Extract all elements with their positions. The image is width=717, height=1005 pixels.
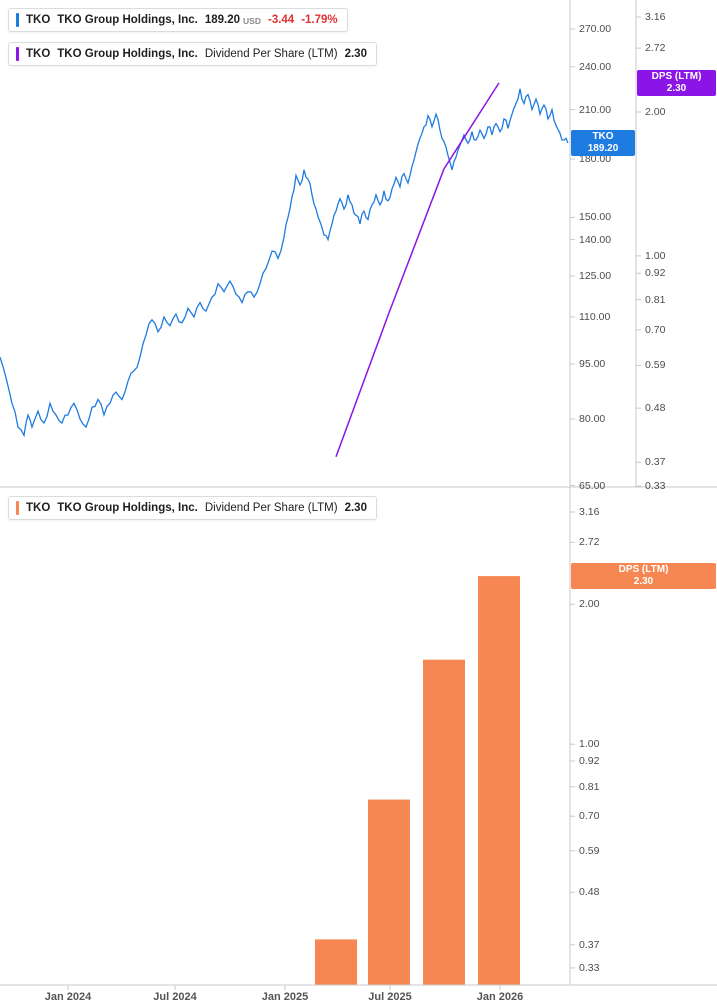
legend-price-series[interactable]: TKO TKO Group Holdings, Inc. 189.20 USD … xyxy=(8,8,348,32)
price-change-percent: -1.79% xyxy=(301,14,338,26)
metric-value: 2.30 xyxy=(344,502,367,514)
price-axis-badge: TKO 189.20 xyxy=(571,130,635,156)
ticker: TKO xyxy=(26,48,51,60)
metric-name: Dividend Per Share (LTM) xyxy=(204,48,338,60)
ticker: TKO xyxy=(26,502,51,514)
company-name: TKO Group Holdings, Inc. xyxy=(57,502,198,514)
currency-label: USD xyxy=(243,16,261,26)
series-color-bar xyxy=(16,501,19,515)
legend-dps-series-top[interactable]: TKO TKO Group Holdings, Inc. Dividend Pe… xyxy=(8,42,377,66)
ticker: TKO xyxy=(26,14,51,26)
badge-value: 2.30 xyxy=(633,576,654,588)
legend-dps-series-bottom[interactable]: TKO TKO Group Holdings, Inc. Dividend Pe… xyxy=(8,496,377,520)
series-color-bar xyxy=(16,47,19,61)
dps-axis-badge-top: DPS (LTM) 2.30 xyxy=(637,69,716,96)
badge-label: DPS (LTM) xyxy=(618,564,669,576)
metric-value: 2.30 xyxy=(344,48,367,60)
company-name: TKO Group Holdings, Inc. xyxy=(57,48,198,60)
price-change: -3.44 xyxy=(267,14,295,26)
badge-label: DPS (LTM) xyxy=(651,70,702,82)
series-color-bar xyxy=(16,13,19,27)
company-name: TKO Group Holdings, Inc. xyxy=(57,14,198,26)
dividend-bar xyxy=(315,939,357,985)
price-line xyxy=(0,88,569,438)
dps-line xyxy=(335,82,500,457)
badge-value: 2.30 xyxy=(666,82,687,94)
dividend-bar xyxy=(423,659,465,985)
metric-name: Dividend Per Share (LTM) xyxy=(204,502,338,514)
badge-label: TKO xyxy=(592,131,614,142)
dividend-bar xyxy=(478,576,520,985)
last-price: 189.20 xyxy=(204,14,241,26)
badge-value: 189.20 xyxy=(587,143,619,154)
dps-axis-badge-bottom: DPS (LTM) 2.30 xyxy=(571,563,716,590)
dividend-bar xyxy=(368,799,410,985)
